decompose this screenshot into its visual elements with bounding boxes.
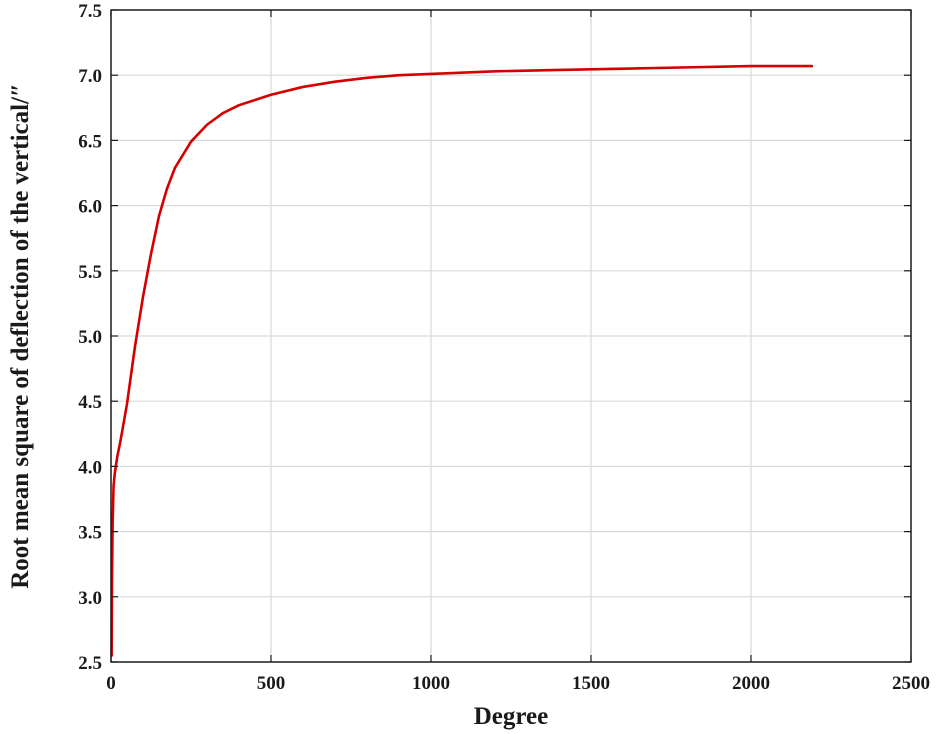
y-tick-label: 5.5 bbox=[78, 262, 102, 283]
y-tick-label: 7.5 bbox=[78, 1, 102, 22]
series-layer bbox=[110, 64, 814, 657]
x-tick-label: 1000 bbox=[412, 673, 450, 694]
y-tick-label: 4.5 bbox=[78, 392, 102, 413]
grid bbox=[111, 10, 911, 662]
y-tick-label: 7.0 bbox=[78, 66, 102, 87]
x-axis-label: Degree bbox=[474, 703, 549, 730]
x-tick-label: 1500 bbox=[572, 673, 610, 694]
y-tick-label: 6.5 bbox=[78, 131, 102, 152]
ticks: 0 500 1000 1500 2000 2500 2.5 3.0 3.5 4.0 4.5 5.0 5.… bbox=[78, 1, 930, 694]
x-tick-label: 0 bbox=[106, 673, 116, 694]
y-tick-label: 3.0 bbox=[78, 588, 102, 609]
series-line bbox=[110, 64, 814, 657]
y-tick-label: 2.5 bbox=[78, 653, 102, 674]
x-tick-label: 2500 bbox=[892, 673, 930, 694]
y-tick-label: 5.0 bbox=[78, 327, 102, 348]
y-tick-label: 6.0 bbox=[78, 197, 102, 218]
y-tick-label: 4.0 bbox=[78, 457, 102, 478]
x-tick-label: 2000 bbox=[732, 673, 770, 694]
y-tick-label: 3.5 bbox=[78, 523, 102, 544]
y-axis-label: Root mean square of deflection of the ve… bbox=[7, 83, 34, 589]
x-tick-label: 500 bbox=[257, 673, 286, 694]
